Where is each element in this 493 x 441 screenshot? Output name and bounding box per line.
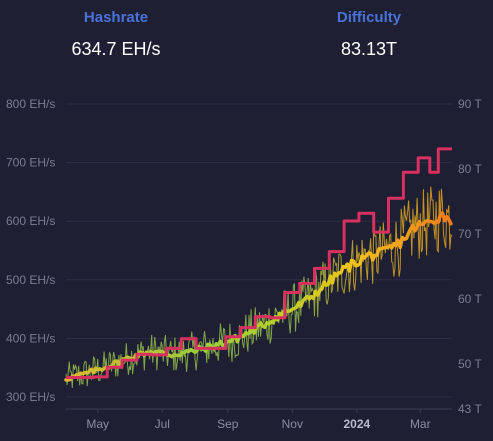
y-right-tick-label: 90 T: [458, 97, 482, 111]
hashrate-label: Hashrate: [83, 9, 149, 26]
x-tick-label: Nov: [282, 417, 303, 431]
x-tick-label: Jul: [155, 417, 170, 431]
x-tick-label: 2024: [343, 417, 370, 431]
hashrate-stat: Hashrate 634.7 EH/s: [16, 9, 216, 60]
difficulty-label: Difficulty: [336, 9, 402, 26]
hashrate-value: 634.7 EH/s: [71, 39, 161, 59]
y-left-tick-label: 700 EH/s: [6, 156, 55, 170]
y-left-tick-label: 300 EH/s: [6, 390, 55, 404]
difficulty-step-line: [66, 147, 452, 379]
chart-series: [64, 147, 453, 388]
y-right-tick-label: 43 T: [458, 402, 482, 416]
difficulty-stat: Difficulty 83.13T: [269, 9, 469, 60]
x-axis: May Jul Sep Nov 2024 Mar: [86, 409, 431, 431]
difficulty-value: 83.13T: [340, 39, 398, 59]
y-right-tick-label: 50 T: [458, 357, 482, 371]
y-right-tick-label: 60 T: [458, 292, 482, 306]
x-tick-label: May: [86, 417, 109, 431]
y-left-tick-label: 400 EH/s: [6, 331, 55, 345]
y-left-tick-label: 600 EH/s: [6, 214, 55, 228]
chart-grid: [66, 103, 452, 410]
y-left-tick-label: 800 EH/s: [6, 97, 55, 111]
y-right-tick-label: 70 T: [458, 227, 482, 241]
left-axis: 300 EH/s 400 EH/s 500 EH/s 600 EH/s 700 EH/s…: [6, 97, 55, 404]
x-tick-label: Mar: [410, 417, 431, 431]
y-right-tick-label: 80 T: [458, 162, 482, 176]
average-hashrate-line: [64, 211, 453, 382]
right-axis: 43 T 50 T 60 T 70 T 80 T 90 T: [458, 97, 482, 416]
y-left-tick-label: 500 EH/s: [6, 273, 55, 287]
x-tick-label: Sep: [217, 417, 239, 431]
